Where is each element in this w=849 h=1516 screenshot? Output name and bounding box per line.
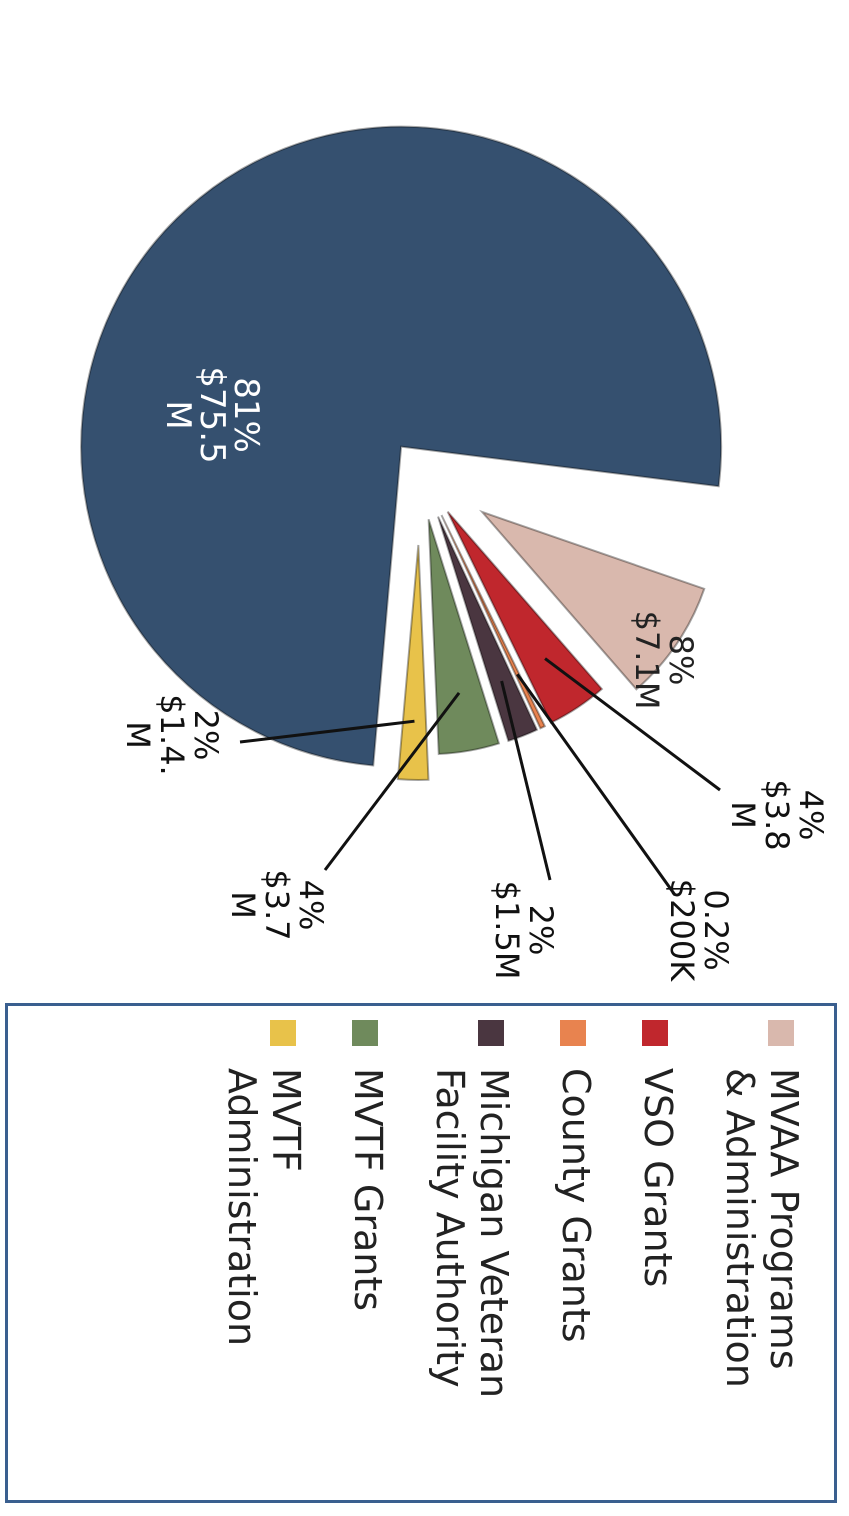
legend-item: MVAA Programs & Administration [718, 1020, 806, 1508]
pie-slice-mvaa-programs-administration [478, 509, 706, 691]
pie-slice-mvtf-grants [427, 518, 501, 756]
legend-swatch [270, 1020, 296, 1046]
legend-label: MVAA Programs & Administration [718, 1068, 806, 1388]
pie-chart: 81%$75.5M 2%$1.4.M 4%$3.7M 2%$1.5M 0.2%$200K… [80, 125, 830, 982]
leader-line [500, 680, 552, 881]
legend-swatch [768, 1020, 794, 1046]
legend-swatch [642, 1020, 668, 1046]
data-label-county-grants: 0.2%$200K [663, 879, 735, 982]
data-label-mvaa-programs-administration: 8%$7.1M [628, 611, 700, 710]
legend-swatch [478, 1020, 504, 1046]
data-label-mvtf-administration: 2%$1.4.M [119, 694, 225, 775]
legend: MVAA Programs & Administration VSO Grants… [5, 1003, 845, 1513]
legend-label: Michigan Veteran Facility Authority [428, 1068, 516, 1399]
legend-label: MVTF Grants [346, 1068, 390, 1312]
legend-swatch [352, 1020, 378, 1046]
legend-box: MVAA Programs & Administration VSO Grants… [5, 1003, 837, 1503]
pie-slice-mvtf-administration [396, 544, 430, 781]
legend-item: VSO Grants [636, 1020, 680, 1508]
data-label-largest: 81%$75.5M [158, 366, 266, 463]
legend-swatch [560, 1020, 586, 1046]
data-label-michigan-veteran-facility-authority: 2%$1.5M [488, 881, 560, 980]
legend-label: County Grants [554, 1068, 598, 1343]
pie-slice-largest [80, 125, 723, 767]
legend-item: MVTF Grants [346, 1020, 390, 1508]
legend-label: VSO Grants [636, 1068, 680, 1288]
pie-slice-michigan-veteran-facility-authority [437, 516, 539, 743]
legend-item: County Grants [554, 1020, 598, 1508]
leader-line [239, 719, 415, 744]
data-label-mvtf-grants: 4%$3.7M [224, 869, 330, 940]
legend-item: Michigan Veteran Facility Authority [428, 1020, 516, 1508]
legend-item: MVTF Administration [220, 1020, 308, 1508]
leader-line [516, 673, 677, 896]
leader-line [544, 657, 721, 792]
leader-line [323, 691, 461, 871]
legend-label: MVTF Administration [220, 1068, 308, 1347]
data-label-vso-grants: 4%$3.8M [724, 779, 830, 850]
